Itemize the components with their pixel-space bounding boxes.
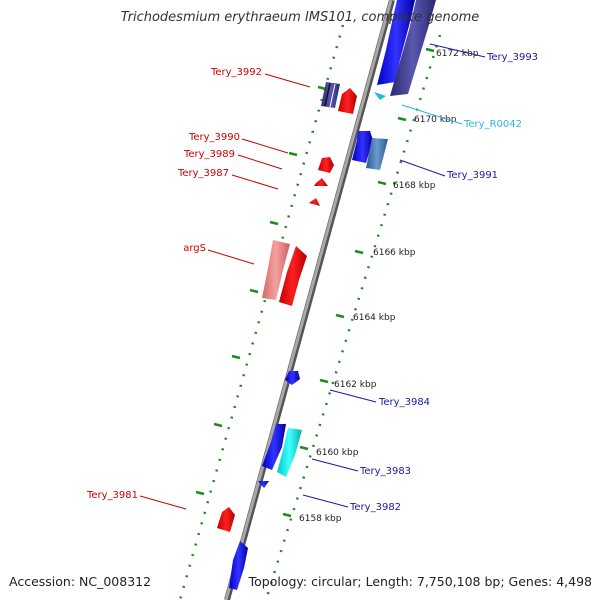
gene-stripe-1 bbox=[324, 82, 331, 107]
tick-label-6170: 6170 kbp bbox=[414, 115, 457, 125]
tick-label-6160: 6160 kbp bbox=[316, 448, 359, 458]
gene-label-tery-3993[interactable]: Tery_3993 bbox=[486, 52, 538, 63]
leader-lines bbox=[139, 43, 486, 510]
accession-text: Accession: NC_008312 bbox=[9, 574, 151, 589]
gene-label-tery-r0042[interactable]: Tery_R0042 bbox=[463, 119, 522, 130]
gene-label-tery-3982[interactable]: Tery_3982 bbox=[349, 502, 401, 513]
map-title: Trichodesmium erythraeum IMS101, complet… bbox=[121, 10, 480, 25]
gene-label-tery-3987[interactable]: Tery_3987 bbox=[177, 168, 229, 179]
gene-label-tery-3990[interactable]: Tery_3990 bbox=[188, 132, 240, 143]
gene-arrow-tery-r0042[interactable] bbox=[374, 92, 386, 100]
gene-arrow-tery-3982[interactable] bbox=[258, 481, 269, 488]
gene-arrow-tery-3993-a[interactable] bbox=[377, 0, 415, 85]
gene-arrow-tery-3991-b[interactable] bbox=[366, 138, 388, 170]
outer-major-ticks bbox=[195, 85, 327, 496]
gene-label-tery-3983[interactable]: Tery_3983 bbox=[359, 466, 411, 477]
gene-arrow-tery-3992[interactable] bbox=[338, 88, 357, 114]
tick-label-6168: 6168 kbp bbox=[393, 181, 436, 191]
tick-label-6166: 6166 kbp bbox=[373, 248, 416, 258]
gene-arrow-bottom-blue[interactable] bbox=[229, 541, 248, 590]
tick-label-6172: 6172 kbp bbox=[436, 49, 479, 59]
gene-label-tery-3991[interactable]: Tery_3991 bbox=[446, 170, 498, 181]
gene-label-tery-3992[interactable]: Tery_3992 bbox=[210, 67, 262, 78]
genome-backbone bbox=[224, 0, 393, 600]
tick-label-6158: 6158 kbp bbox=[299, 514, 342, 524]
gene-arrow-tery-3984[interactable] bbox=[285, 371, 300, 385]
gene-arrow-tery-3993-b[interactable] bbox=[390, 0, 436, 96]
topology-text: Topology: circular; Length: 7,750,108 bp… bbox=[248, 574, 592, 589]
gene-arrow-tery-3990[interactable] bbox=[318, 157, 334, 173]
tick-label-6162: 6162 kbp bbox=[334, 380, 377, 390]
inner-major-ticks bbox=[282, 47, 435, 518]
gene-arrow-tery-3983-b[interactable] bbox=[277, 428, 302, 477]
gene-label-args[interactable]: argS bbox=[183, 243, 206, 254]
gene-arrow-tery-3991-a[interactable] bbox=[352, 131, 373, 163]
gene-stripe-2 bbox=[329, 83, 336, 108]
gene-arrow-tery-3987[interactable] bbox=[309, 198, 320, 206]
gene-arrow-args-a[interactable] bbox=[262, 240, 290, 300]
gene-label-tery-3989[interactable]: Tery_3989 bbox=[183, 149, 235, 160]
outer-tick-track bbox=[178, 24, 345, 600]
gene-arrow-args-b[interactable] bbox=[279, 246, 307, 306]
gene-label-tery-3981[interactable]: Tery_3981 bbox=[86, 490, 138, 501]
gene-arrow-tery-3981[interactable] bbox=[217, 507, 235, 532]
tick-label-6164: 6164 kbp bbox=[353, 313, 396, 323]
gene-arrow-tery-3989[interactable] bbox=[314, 178, 328, 186]
gene-arrow-tery-3983-a[interactable] bbox=[262, 424, 286, 470]
gene-label-tery-3984[interactable]: Tery_3984 bbox=[378, 397, 430, 408]
